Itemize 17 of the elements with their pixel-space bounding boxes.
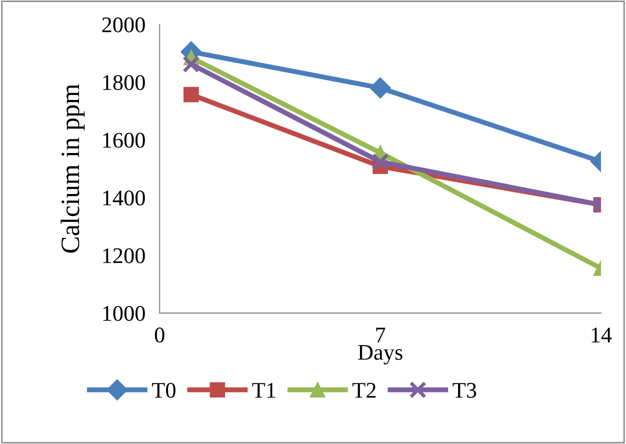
x-tick-label: 0	[154, 328, 164, 343]
x-tick-label: 7	[376, 328, 386, 342]
y-tick-label: 1600	[103, 132, 145, 148]
y-axis-title: Calcium in ppm	[60, 84, 85, 253]
point	[182, 56, 200, 73]
x-axis-title: Days	[358, 345, 402, 364]
x-tick-label: 14	[592, 328, 612, 342]
legend-label: T0	[152, 382, 176, 398]
y-tick-label: 2000	[102, 17, 145, 32]
legend-label: T1	[252, 382, 276, 398]
y-tick-label: 1800	[103, 75, 145, 90]
y-tick-label: 1400	[103, 190, 145, 206]
y-tick-label: 1200	[103, 248, 145, 264]
point	[184, 86, 199, 102]
legend-label: T2	[352, 382, 376, 398]
y-tick-label: 1000	[103, 306, 145, 321]
legend-label: T3	[452, 382, 476, 398]
